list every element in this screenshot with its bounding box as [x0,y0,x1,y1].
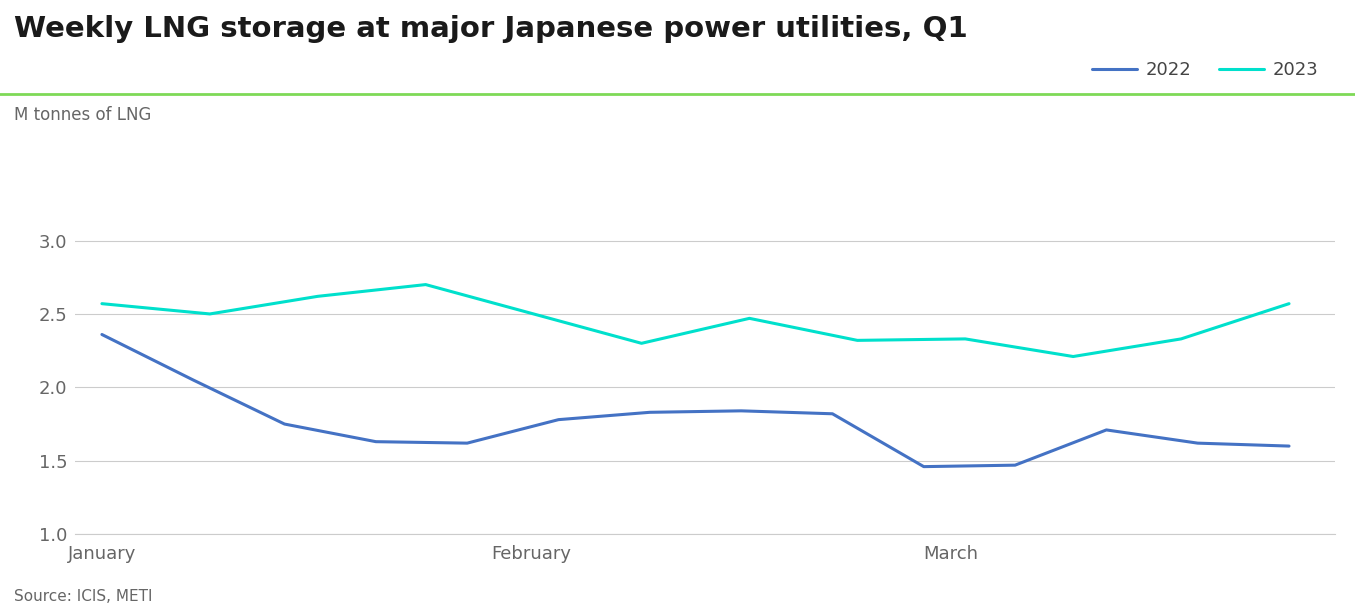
2023 [310,293,327,300]
Text: M tonnes of LNG: M tonnes of LNG [14,106,150,124]
2022 [642,409,659,416]
Text: Source: ICIS, METI: Source: ICIS, METI [14,589,152,604]
2023 [957,335,973,342]
2023 [526,310,542,317]
2023 [93,300,110,307]
2023 [1173,335,1190,342]
2022 [733,407,749,415]
2022 [93,331,110,338]
2022 [824,410,840,418]
2022 [1190,439,1206,447]
2023 [850,337,866,344]
2022 [186,376,202,384]
2022 [550,416,566,423]
Legend: 2022, 2023: 2022, 2023 [1084,54,1325,86]
2022 [1007,461,1023,469]
Text: Weekly LNG storage at major Japanese power utilities, Q1: Weekly LNG storage at major Japanese pow… [14,15,967,43]
2022 [367,438,383,446]
Line: 2022: 2022 [102,334,1289,467]
2022 [276,421,293,428]
2023 [741,314,757,322]
2023 [633,340,649,347]
2023 [417,281,434,288]
2022 [916,463,932,470]
2023 [1280,300,1297,307]
2023 [1065,353,1081,360]
2022 [459,439,476,447]
2022 [1099,426,1115,433]
2023 [202,310,218,317]
2022 [1280,443,1297,450]
Line: 2023: 2023 [102,285,1289,356]
